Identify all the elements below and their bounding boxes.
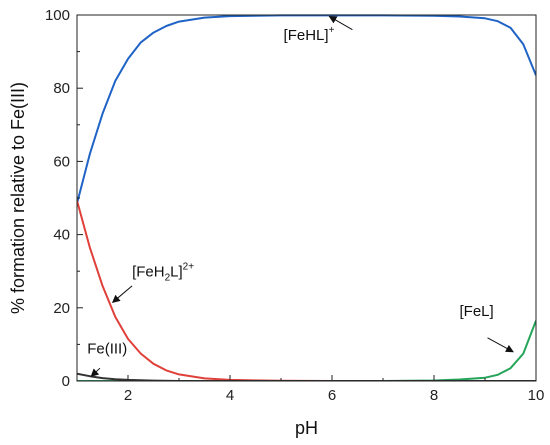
y-tick-label: 60: [53, 153, 70, 170]
annotation-4: Fe(III): [87, 341, 127, 377]
series-line-1: [77, 14, 536, 204]
x-tick-label: 2: [124, 387, 132, 404]
annotation-label: [FeH2L]2+: [132, 261, 194, 283]
y-tick-label: 100: [45, 7, 70, 24]
x-axis: 2 4 6 8 10: [76, 375, 545, 404]
x-tick-label: 8: [430, 387, 438, 404]
annotation-2: [FeH2L]2+: [111, 261, 194, 303]
series-lines: [77, 14, 536, 381]
y-tick-label: 0: [62, 373, 70, 390]
series-line-3: [77, 320, 536, 381]
annotation-arrow: [111, 285, 133, 303]
annotation-label: [FeHL]+: [284, 25, 335, 44]
x-tick-label: 4: [226, 387, 234, 404]
y-axis: 0 20 40 60 80 100: [45, 7, 83, 390]
annotation-arrow: [487, 337, 514, 353]
annotations: [FeHL]+ [FeH2L]2+ [FeL] Fe(III): [87, 15, 514, 377]
y-axis-title: % formation relative to Fe(III): [8, 82, 28, 314]
y-tick-label: 80: [53, 80, 70, 97]
annotation-3: [FeL]: [460, 303, 514, 353]
y-tick-label: 40: [53, 227, 70, 244]
x-tick-label: 6: [328, 387, 336, 404]
annotation-1: [FeHL]+: [284, 15, 353, 44]
series-line-2: [77, 200, 536, 381]
annotation-label: [FeL]: [460, 303, 494, 320]
annotation-arrow: [328, 15, 353, 31]
y-tick-label: 20: [53, 300, 70, 317]
annotation-arrow: [90, 367, 101, 377]
plot-frame: [76, 14, 537, 382]
x-axis-title: pH: [295, 418, 318, 438]
x-tick-label: 10: [528, 387, 545, 404]
annotation-label: Fe(III): [87, 341, 127, 358]
